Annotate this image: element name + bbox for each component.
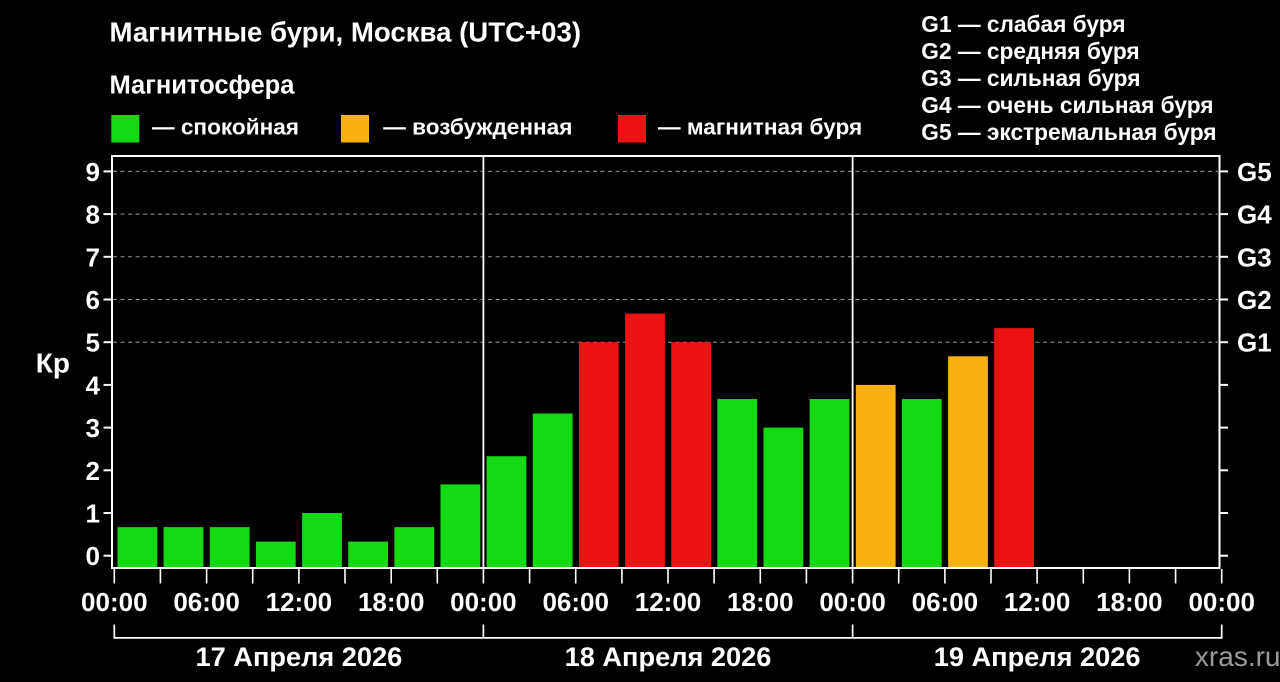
svg-text:G2 — средняя буря: G2 — средняя буря xyxy=(921,38,1139,64)
svg-text:G4 — очень сильная буря: G4 — очень сильная буря xyxy=(921,92,1213,118)
svg-text:G1 — слабая буря: G1 — слабая буря xyxy=(921,11,1125,37)
svg-text:1: 1 xyxy=(86,499,100,529)
svg-text:12:00: 12:00 xyxy=(1004,587,1071,617)
svg-text:18 Апреля 2026: 18 Апреля 2026 xyxy=(565,641,772,672)
svg-text:G1: G1 xyxy=(1237,328,1272,358)
svg-text:G3: G3 xyxy=(1237,242,1272,272)
svg-text:G5 — экстремальная буря: G5 — экстремальная буря xyxy=(921,119,1216,145)
svg-text:G4: G4 xyxy=(1237,200,1272,230)
svg-text:0: 0 xyxy=(86,541,100,571)
svg-text:12:00: 12:00 xyxy=(266,587,333,617)
svg-text:9: 9 xyxy=(86,157,100,187)
svg-text:G5: G5 xyxy=(1237,157,1272,187)
svg-text:00:00: 00:00 xyxy=(1188,587,1255,617)
svg-text:5: 5 xyxy=(86,328,100,358)
svg-text:G3 — сильная буря: G3 — сильная буря xyxy=(921,65,1140,91)
svg-text:2: 2 xyxy=(86,456,100,486)
svg-text:3: 3 xyxy=(86,413,100,443)
svg-text:00:00: 00:00 xyxy=(81,587,148,617)
svg-text:xras.ru: xras.ru xyxy=(1195,641,1280,672)
svg-text:17 Апреля 2026: 17 Апреля 2026 xyxy=(196,641,403,672)
svg-text:Магнитосфера: Магнитосфера xyxy=(110,72,296,100)
svg-text:G2: G2 xyxy=(1237,285,1272,315)
svg-text:6: 6 xyxy=(86,285,100,315)
svg-text:06:00: 06:00 xyxy=(912,587,979,617)
svg-text:00:00: 00:00 xyxy=(450,587,517,617)
svg-text:Кр: Кр xyxy=(36,348,70,379)
svg-text:4: 4 xyxy=(86,370,101,400)
svg-text:00:00: 00:00 xyxy=(819,587,886,617)
svg-text:7: 7 xyxy=(86,242,100,272)
svg-text:06:00: 06:00 xyxy=(173,587,240,617)
svg-text:19 Апреля 2026: 19 Апреля 2026 xyxy=(934,641,1141,672)
svg-text:— магнитная буря: — магнитная буря xyxy=(658,115,862,140)
svg-text:— спокойная: — спокойная xyxy=(152,115,299,140)
svg-text:Магнитные бури, Москва (UTC+03: Магнитные бури, Москва (UTC+03) xyxy=(110,16,582,47)
svg-text:— возбужденная: — возбужденная xyxy=(383,115,572,140)
svg-text:18:00: 18:00 xyxy=(358,587,425,617)
svg-text:18:00: 18:00 xyxy=(727,587,794,617)
svg-text:8: 8 xyxy=(86,200,100,230)
svg-text:12:00: 12:00 xyxy=(635,587,702,617)
svg-text:06:00: 06:00 xyxy=(542,587,609,617)
svg-text:18:00: 18:00 xyxy=(1096,587,1163,617)
